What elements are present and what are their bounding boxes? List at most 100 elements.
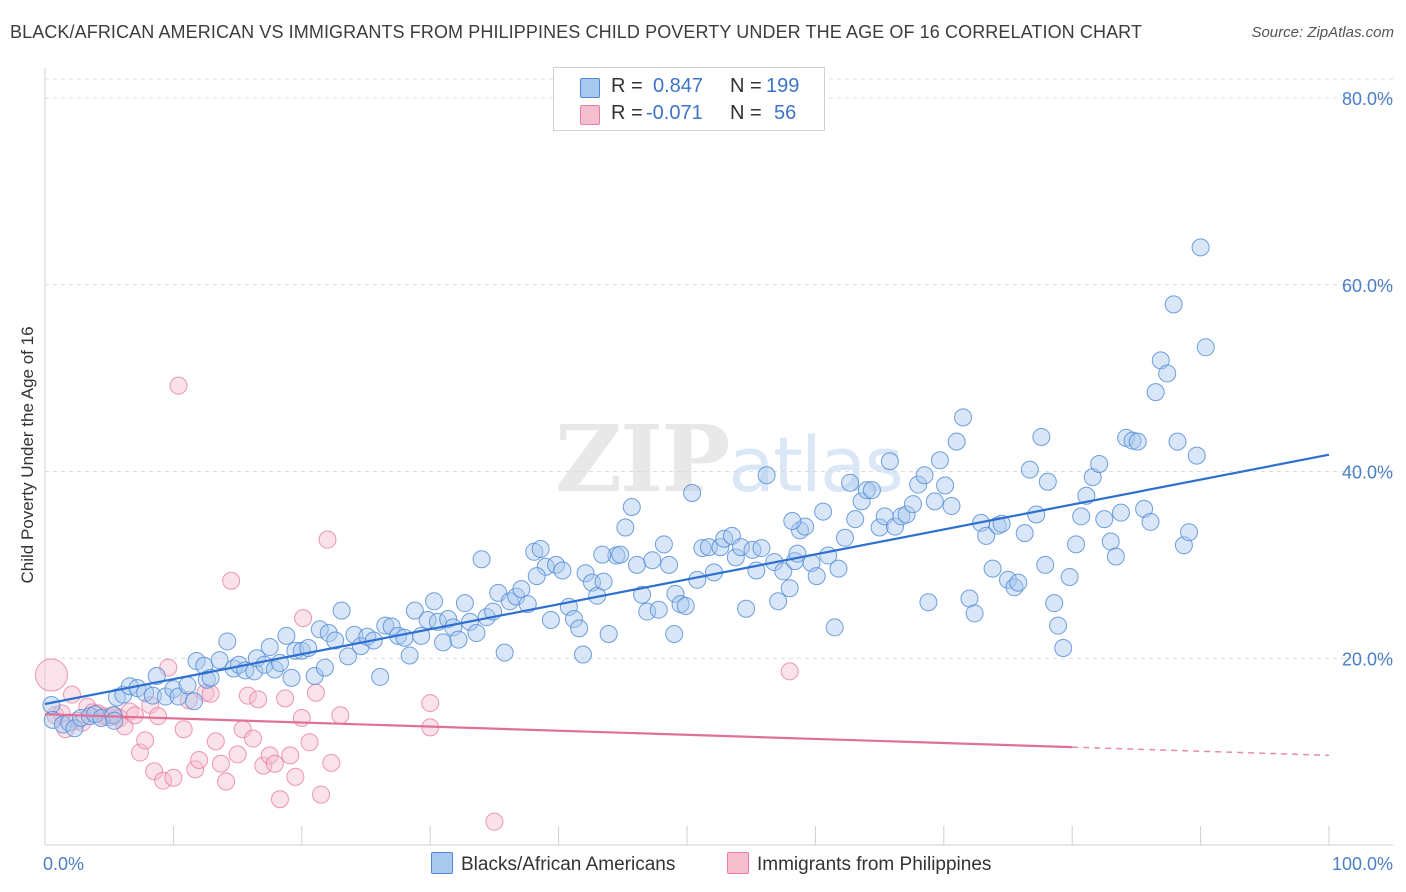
black-point	[965, 604, 984, 623]
black-point	[495, 643, 514, 662]
black-point	[1123, 431, 1142, 450]
philippines-point	[281, 746, 300, 765]
x-tick-label: 0.0%	[43, 854, 84, 874]
philippines-point	[306, 683, 325, 702]
x-tick-label: 100.0%	[1332, 854, 1393, 874]
pink-swatch-icon	[727, 852, 749, 874]
r-label: R =	[611, 102, 643, 124]
black-point	[903, 495, 922, 514]
black-point	[210, 651, 229, 670]
black-point	[942, 497, 961, 516]
philippines-point	[201, 684, 220, 703]
philippines-point	[292, 709, 311, 728]
black-point	[1038, 472, 1057, 491]
black-point	[425, 592, 444, 611]
black-point	[282, 668, 301, 687]
black-point	[857, 481, 876, 500]
black-point	[1049, 616, 1068, 635]
black-point	[455, 594, 474, 613]
black-point	[688, 570, 707, 589]
trend-lines	[44, 453, 1330, 757]
black-point	[1027, 505, 1046, 524]
philippines-point	[249, 690, 268, 709]
philippines-point	[254, 756, 273, 775]
black-point	[1015, 524, 1034, 543]
black-point	[434, 633, 453, 652]
pink-swatch-icon	[580, 105, 600, 125]
y-tick-label: 20.0%	[1342, 649, 1393, 669]
black-point	[1196, 338, 1215, 357]
black-point	[1168, 432, 1187, 451]
black-point	[731, 538, 750, 557]
black-point	[541, 610, 560, 629]
black-point	[1187, 446, 1206, 465]
black-point	[807, 567, 826, 586]
black-point	[527, 567, 546, 586]
philippines-point	[145, 762, 164, 781]
philippines-point	[179, 691, 198, 710]
black-point	[1036, 555, 1055, 574]
black-point	[310, 620, 329, 639]
black-point	[376, 616, 395, 635]
legend-label: Blacks/African Americans	[461, 854, 676, 875]
black-point	[919, 593, 938, 612]
black-point	[156, 687, 175, 706]
black-point	[627, 555, 646, 574]
black-point	[449, 630, 468, 649]
black-point	[960, 589, 979, 608]
philippines-point	[154, 771, 173, 790]
black-point	[178, 676, 197, 695]
philippines-point	[331, 706, 350, 725]
black-point	[870, 518, 889, 537]
philippines-point	[265, 754, 284, 773]
black-point	[1090, 455, 1109, 474]
black-point	[570, 619, 589, 638]
black-point	[500, 592, 519, 611]
black-point	[553, 561, 572, 580]
black-point	[886, 517, 905, 536]
n-label: N =	[730, 75, 762, 97]
y-tick-label: 40.0%	[1342, 463, 1393, 483]
black-point	[654, 535, 673, 554]
black-point	[638, 602, 657, 621]
black-point	[315, 658, 334, 677]
black-point	[1083, 468, 1102, 487]
series-philippines-points	[34, 376, 799, 831]
black-point	[472, 550, 491, 569]
black-point	[319, 624, 338, 643]
black-point	[105, 711, 124, 730]
black-point	[71, 709, 90, 728]
black-point	[683, 483, 702, 502]
philippines-trend-line	[44, 713, 1073, 749]
black-point	[1151, 351, 1170, 370]
n-label: N =	[730, 102, 762, 124]
black-point	[829, 559, 848, 578]
philippines-point	[322, 753, 341, 772]
philippines-point	[174, 720, 193, 739]
philippines-point	[169, 376, 188, 395]
black-point	[780, 579, 799, 598]
black-point	[825, 618, 844, 637]
y-tick-label: 80.0%	[1342, 89, 1393, 109]
philippines-point	[222, 571, 241, 590]
philippines-point	[217, 772, 236, 791]
black-point	[814, 502, 833, 521]
black-point	[260, 638, 279, 657]
black-point	[983, 559, 1002, 578]
black-point	[611, 545, 630, 564]
philippines-point	[125, 706, 144, 725]
black-point	[783, 511, 802, 530]
black-point	[649, 600, 668, 619]
black-point	[909, 475, 928, 494]
philippines-point	[294, 609, 313, 628]
black-point	[371, 667, 390, 686]
black-point	[633, 585, 652, 604]
black-point	[769, 592, 788, 611]
black-point	[660, 555, 679, 574]
r-value: 0.847	[653, 75, 704, 97]
black-point	[1045, 594, 1064, 613]
black-point	[1072, 507, 1091, 526]
black-point	[1135, 499, 1154, 518]
black-point	[977, 526, 996, 545]
philippines-point	[238, 686, 257, 705]
